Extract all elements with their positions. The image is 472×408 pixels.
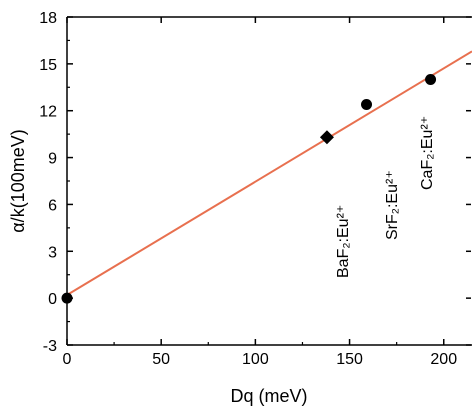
y-tick-label: 3: [48, 244, 57, 261]
y-tick-label: 18: [39, 10, 57, 27]
x-tick-label: 150: [336, 351, 363, 368]
point-annotation: BaF₂:Eu²⁺: [335, 205, 352, 278]
plot-area: [67, 17, 472, 345]
data-point-diamond: [319, 130, 334, 145]
y-axis-title: α/k(100meV): [8, 129, 28, 232]
x-tick-label: 50: [152, 351, 170, 368]
point-annotation: SrF₂:Eu²⁺: [384, 170, 401, 240]
y-tick-label: 12: [39, 104, 57, 121]
x-tick-label: 100: [242, 351, 269, 368]
y-tick-label: -3: [43, 338, 57, 355]
y-tick-label: 6: [48, 197, 57, 214]
data-point-circle: [361, 98, 373, 110]
x-axis-title: Dq (meV): [230, 386, 307, 406]
x-tick-label: 200: [430, 351, 457, 368]
point-annotation: CaF₂:Eu²⁺: [419, 116, 436, 190]
y-tick-label: 15: [39, 57, 57, 74]
y-tick-label: 0: [48, 291, 57, 308]
data-point-circle: [425, 73, 437, 85]
fit-line: [66, 50, 472, 296]
x-tick-label: 0: [63, 351, 72, 368]
y-tick-label: 9: [48, 151, 57, 168]
